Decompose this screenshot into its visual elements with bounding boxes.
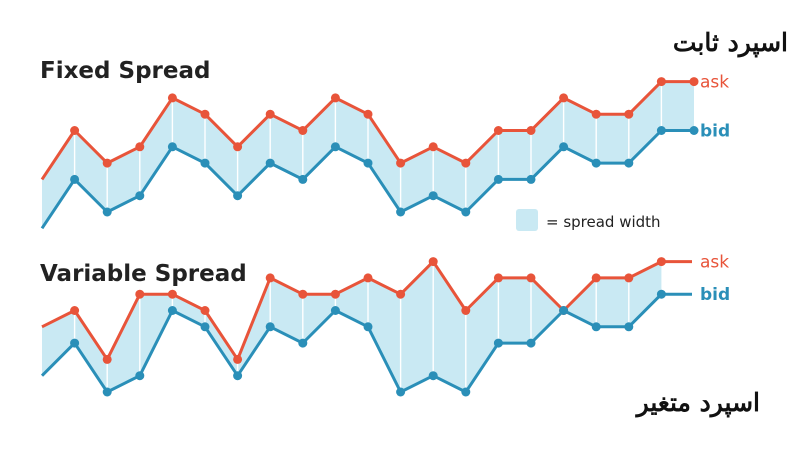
variable-bid-point [330, 306, 340, 315]
variable-ask-point [396, 289, 406, 299]
variable-ask-point [200, 306, 210, 315]
variable-bid-point [591, 322, 601, 332]
variable-ask-point [428, 257, 438, 267]
fixed-bid-point [689, 126, 699, 135]
fixed-ask-label: ask [700, 73, 729, 93]
variable-ask-point [298, 289, 308, 299]
variable-bid-point [428, 371, 438, 381]
fixed-ask-point [559, 93, 569, 103]
variable-ask-point [70, 306, 80, 315]
fixed-chart-title: Fixed Spread [40, 58, 210, 84]
fixed-ask-point [396, 158, 406, 168]
variable-bid-point [70, 338, 80, 348]
variable-bid-point [363, 322, 373, 332]
variable-ask-point [526, 273, 536, 283]
fixed-bid-point [396, 207, 406, 217]
fixed-bid-point [428, 191, 438, 201]
variable-ask-point [135, 289, 145, 299]
variable-ask-line [41, 260, 663, 361]
fixed-bid-point [591, 158, 601, 168]
variable-ask-point [363, 273, 373, 283]
variable-bid-point [396, 387, 406, 397]
variable-chart-title: Variable Spread [40, 261, 247, 287]
fixed-bid-point [493, 174, 503, 184]
variable-bid-label: bid [700, 285, 730, 305]
variable-spread-area [42, 261, 662, 392]
variable-ask-point [591, 273, 601, 283]
fixed-ask-point [591, 109, 601, 119]
fixed-ask-point [298, 126, 308, 135]
fixed-bid-point [233, 191, 243, 201]
fixed-bid-point [330, 142, 340, 152]
fixed-ask-point [428, 142, 438, 152]
fixed-bid-point [167, 142, 177, 152]
persian-label-fixed-spread: اسپرد ثابت [672, 28, 788, 57]
variable-bid-point [559, 306, 569, 315]
variable-bid-point [102, 387, 112, 397]
fixed-ask-point [167, 93, 177, 103]
variable-bid-point [624, 322, 634, 332]
fixed-ask-point [265, 109, 275, 119]
fixed-bid-point [656, 126, 666, 135]
legend-label: = spread width [546, 213, 661, 231]
variable-ask-point [233, 354, 243, 364]
fixed-ask-point [656, 77, 666, 87]
legend-swatch [516, 209, 538, 231]
fixed-bid-point [624, 158, 634, 168]
fixed-bid-point [70, 174, 80, 184]
fixed-ask-point [233, 142, 243, 152]
fixed-bid-point [559, 142, 569, 152]
variable-ask-label: ask [700, 253, 729, 273]
variable-ask-point [461, 306, 471, 315]
variable-bid-point [233, 371, 243, 381]
fixed-ask-point [363, 109, 373, 119]
variable-bid-line [40, 293, 663, 394]
variable-ask-point [656, 257, 666, 267]
variable-bid-point [200, 322, 210, 332]
variable-bid-point [298, 338, 308, 348]
fixed-ask-point [70, 126, 80, 135]
fixed-ask-point [689, 77, 699, 87]
fixed-ask-point [526, 126, 536, 135]
fixed-spread-chart: ask bid Fixed Spread [40, 58, 730, 230]
fixed-ask-point [102, 158, 112, 168]
fixed-ask-point [624, 109, 634, 119]
variable-bid-point [167, 306, 177, 315]
variable-ask-point [167, 289, 177, 299]
fixed-bid-point [102, 207, 112, 217]
variable-bid-point [493, 338, 503, 348]
fixed-bid-point [298, 174, 308, 184]
fixed-ask-point [493, 126, 503, 135]
variable-bid-point [526, 338, 536, 348]
variable-bid-point [265, 322, 275, 332]
variable-ask-point [330, 289, 340, 299]
variable-ask-point [102, 354, 112, 364]
variable-bid-point [135, 371, 145, 381]
variable-bid-point [461, 387, 471, 397]
legend: = spread width [516, 209, 661, 231]
variable-ask-point [493, 273, 503, 283]
fixed-bid-point [200, 158, 210, 168]
variable-bid-point [656, 289, 666, 299]
variable-spread-chart: ask bid Variable Spread [40, 253, 730, 397]
fixed-bid-point [135, 191, 145, 201]
variable-ask-point [624, 273, 634, 283]
persian-label-variable-spread: اسپرد متغیر [636, 388, 760, 417]
fixed-bid-point [461, 207, 471, 217]
fixed-bid-point [265, 158, 275, 168]
fixed-ask-point [461, 158, 471, 168]
fixed-bid-label: bid [700, 122, 730, 142]
fixed-bid-point [526, 174, 536, 184]
fixed-bid-point [363, 158, 373, 168]
fixed-ask-point [330, 93, 340, 103]
fixed-ask-point [200, 109, 210, 119]
variable-ask-point [265, 273, 275, 283]
fixed-ask-point [135, 142, 145, 152]
